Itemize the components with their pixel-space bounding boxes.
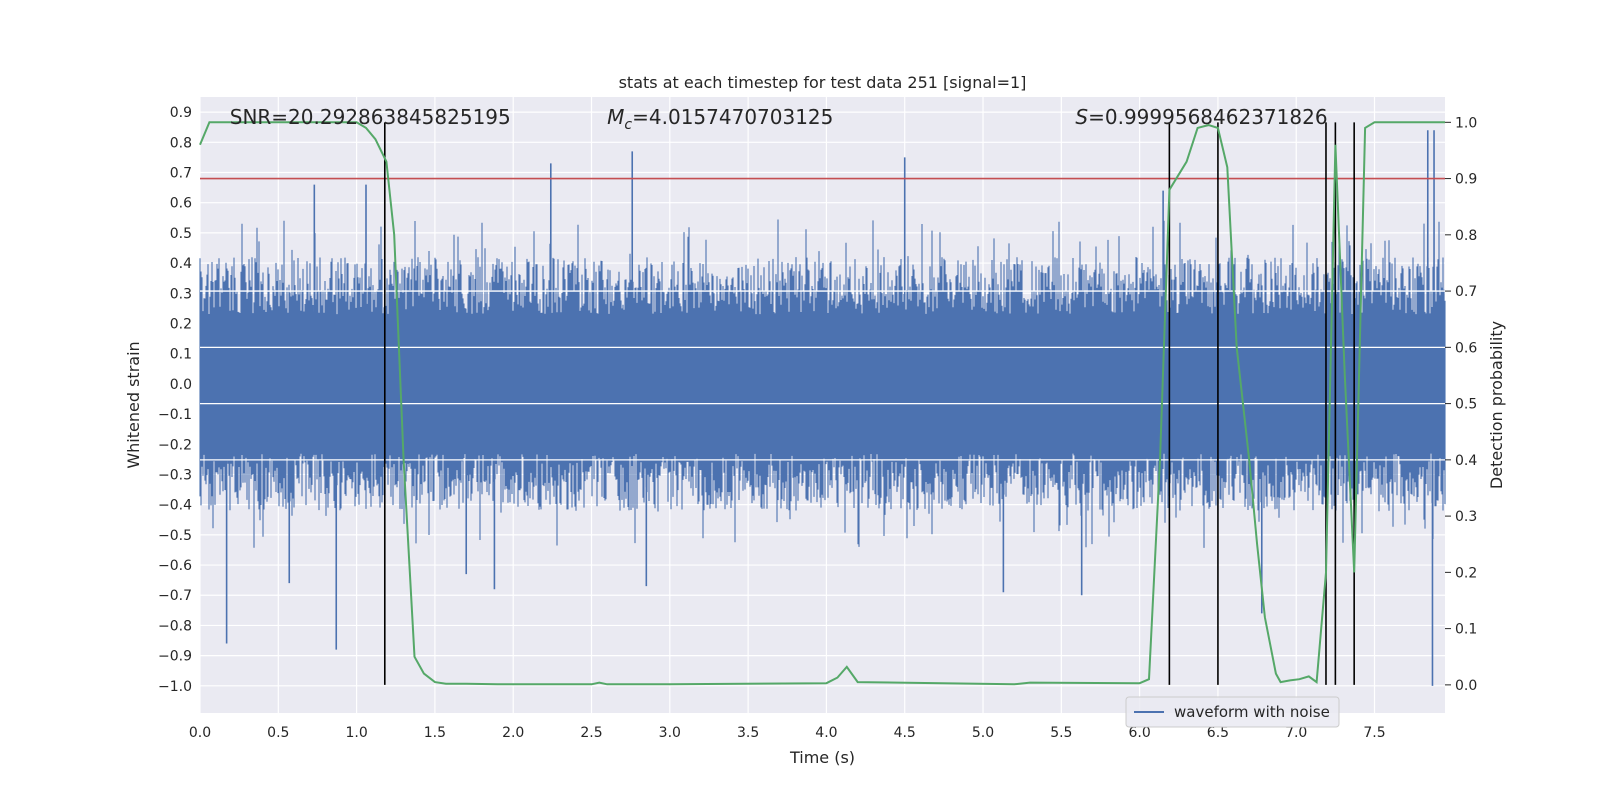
left-y-tick-label: −0.5 [158,528,192,544]
left-y-tick-label: −0.3 [158,467,192,483]
right-y-tick-label: 0.4 [1455,453,1477,469]
score-annotation: S=0.9999568462371826 [1075,105,1327,129]
chirp-mass-annotation: Mc=4.0157470703125 [607,105,833,133]
right-y-tick-label: 0.6 [1455,340,1477,356]
right-y-tick-label: 0.5 [1455,397,1477,413]
right-y-axis-label: Detection probability [1487,321,1506,489]
x-tick-label: 5.0 [972,725,994,741]
legend: waveform with noise [1125,696,1340,728]
x-tick-label: 4.0 [815,725,837,741]
chirp-mass-symbol: M [607,105,624,129]
right-y-tick-label: 0.7 [1455,284,1477,300]
left-y-tick-label: 0.6 [170,196,192,212]
right-y-tick-label: 0.8 [1455,228,1477,244]
left-y-tick-label: −0.2 [158,437,192,453]
x-tick-label: 0.0 [189,725,211,741]
right-y-tick-label: 0.1 [1455,622,1477,638]
left-y-tick-label: 0.7 [170,165,192,181]
x-tick-label: 1.5 [424,725,446,741]
x-tick-label: 3.5 [737,725,759,741]
snr-annotation: SNR=20.292863845825195 [230,105,511,129]
right-y-tick-label: 1.0 [1455,115,1477,131]
right-y-tick-label: 0.3 [1455,509,1477,525]
left-y-tick-label: 0.0 [170,377,192,393]
left-y-tick-label: 0.2 [170,316,192,332]
right-y-tick-label: 0.0 [1455,678,1477,694]
left-y-tick-label: −0.1 [158,407,192,423]
right-y-tick-label: 0.9 [1455,172,1477,188]
x-tick-label: 0.5 [267,725,289,741]
left-y-tick-label: 0.8 [170,135,192,151]
chirp-mass-subscript: c [624,117,632,133]
tick-labels: 0.0 0.5 1.0 1.5 2.0 2.5 3.0 3.5 4.0 4.5 5.0 5.5 6.0 6… [158,105,1477,741]
left-y-tick-label: 0.3 [170,286,192,302]
score-symbol: S [1075,105,1088,129]
left-y-tick-label: −0.6 [158,558,192,574]
x-tick-label: 6.5 [1207,725,1229,741]
x-tick-label: 2.5 [580,725,602,741]
x-tick-label: 5.5 [1050,725,1072,741]
left-y-tick-label: −0.4 [158,498,192,514]
chart-title: stats at each timestep for test data 251… [619,73,1027,92]
x-tick-label: 2.0 [502,725,524,741]
x-tick-label: 4.5 [894,725,916,741]
x-tick-label: 7.0 [1285,725,1307,741]
left-y-tick-label: −0.9 [158,649,192,665]
score-value: =0.9999568462371826 [1088,105,1327,129]
x-axis-label: Time (s) [789,748,855,767]
left-y-tick-label: 0.4 [170,256,192,272]
right-y-tick-label: 0.2 [1455,565,1477,581]
detection-probability-line [199,121,1445,686]
left-y-axis-label: Whitened strain [124,341,143,468]
legend-box [1125,696,1340,728]
chirp-mass-value: =4.0157470703125 [632,105,833,129]
x-tick-label: 3.0 [659,725,681,741]
left-y-tick-label: 0.9 [170,105,192,121]
left-y-tick-label: 0.5 [170,226,192,242]
left-y-tick-label: −1.0 [158,679,192,695]
x-tick-label: 7.5 [1363,725,1385,741]
left-y-tick-label: −0.8 [158,618,192,634]
x-tick-label: 6.0 [1128,725,1150,741]
left-y-tick-label: −0.7 [158,588,192,604]
probability-series [199,121,1445,686]
legend-label-waveform: waveform with noise [1174,703,1330,721]
left-y-tick-label: 0.1 [170,347,192,363]
x-tick-label: 1.0 [345,725,367,741]
